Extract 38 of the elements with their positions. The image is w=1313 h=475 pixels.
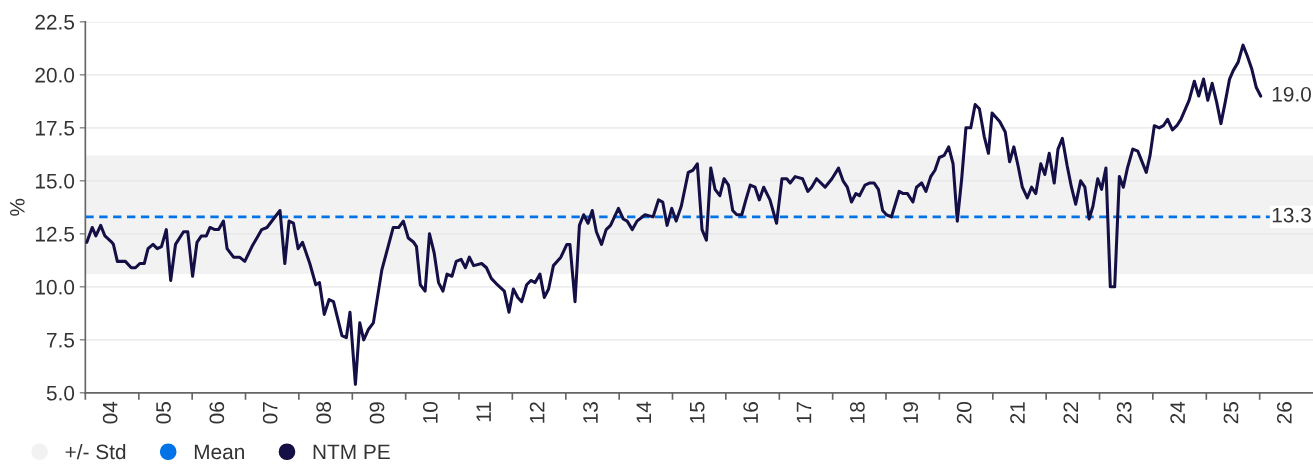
legend-label: +/- Std [65, 443, 126, 460]
x-tick-label: 15 [690, 402, 705, 423]
y-tick-label: 12.5 [35, 226, 75, 242]
legend-label: Mean [194, 444, 244, 460]
x-tick-label: 16 [743, 402, 759, 423]
y-tick-label: 20.0 [35, 67, 75, 83]
x-tick-label: 04 [102, 401, 118, 424]
x-tick-label: 08 [316, 402, 332, 424]
legend-label: NTM PE [313, 444, 390, 460]
annotation: 13.3 [1272, 207, 1311, 223]
x-tick-label: 12 [529, 402, 545, 423]
x-tick-label: 06 [209, 402, 225, 424]
x-tick-label: 26 [1276, 402, 1292, 424]
x-tick-label: 25 [1223, 402, 1239, 424]
annotation: 19.0 [1272, 86, 1311, 102]
y-tick-label: 17.5 [35, 121, 75, 136]
y-axis-title: % [10, 198, 25, 216]
y-tick-label: 22.5 [35, 14, 75, 30]
x-tick-label: 17 [796, 402, 812, 423]
x-tick-label: 11 [476, 402, 491, 422]
x-tick-label: 20 [956, 401, 972, 424]
line-series [85, 43, 1263, 386]
x-tick-label: 18 [849, 402, 865, 423]
x-tick-label: 13 [583, 402, 598, 423]
y-tick-label: 15.0 [35, 173, 75, 189]
x-tick-label: 09 [369, 402, 385, 424]
x-tick-label: 05 [156, 402, 171, 424]
x-tick-label: 24 [1170, 401, 1185, 424]
x-tick-label: 19 [903, 402, 919, 423]
x-tick-label: 23 [1116, 402, 1132, 424]
x-tick-label: 07 [262, 402, 278, 424]
y-tick-label: 10.0 [35, 279, 75, 295]
x-tick-label: 10 [422, 401, 438, 423]
x-tick-label: 14 [636, 401, 651, 423]
x-tick-label: 22 [1063, 402, 1078, 424]
x-tick-label: 21 [1010, 402, 1025, 424]
y-tick-label: 5.0 [46, 385, 75, 401]
y-tick-label: 7.5 [47, 333, 75, 348]
